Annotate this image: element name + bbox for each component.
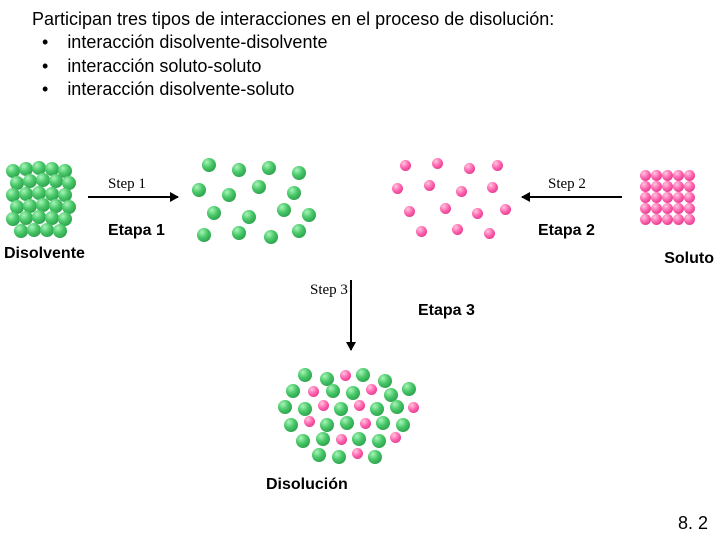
disolucion-label: Disolución	[266, 476, 348, 494]
disolvente-label: Disolvente	[4, 245, 85, 263]
intro-item-1: interacción disolvente-disolvente	[42, 31, 554, 54]
step1-label: Step 1	[108, 176, 146, 193]
intro-list: interacción disolvente-disolvente intera…	[42, 31, 554, 101]
arrow-step2	[522, 196, 622, 198]
etapa2-label: Etapa 2	[538, 222, 595, 240]
soluto-label: Soluto	[664, 250, 714, 268]
dissolution-diagram: Step 1 Step 2 Step 3	[0, 150, 720, 510]
step3-label: Step 3	[310, 282, 348, 299]
page-number: 8. 2	[678, 513, 708, 534]
intro-title: Participan tres tipos de interacciones e…	[32, 8, 554, 31]
intro-item-2: interacción soluto-soluto	[42, 55, 554, 78]
intro-item-3: interacción disolvente-soluto	[42, 78, 554, 101]
arrow-step1	[88, 196, 178, 198]
arrow-step3	[350, 280, 352, 350]
intro-text: Participan tres tipos de interacciones e…	[32, 8, 554, 102]
step2-label: Step 2	[548, 176, 586, 193]
etapa1-label: Etapa 1	[108, 222, 165, 240]
etapa3-label: Etapa 3	[418, 302, 475, 320]
